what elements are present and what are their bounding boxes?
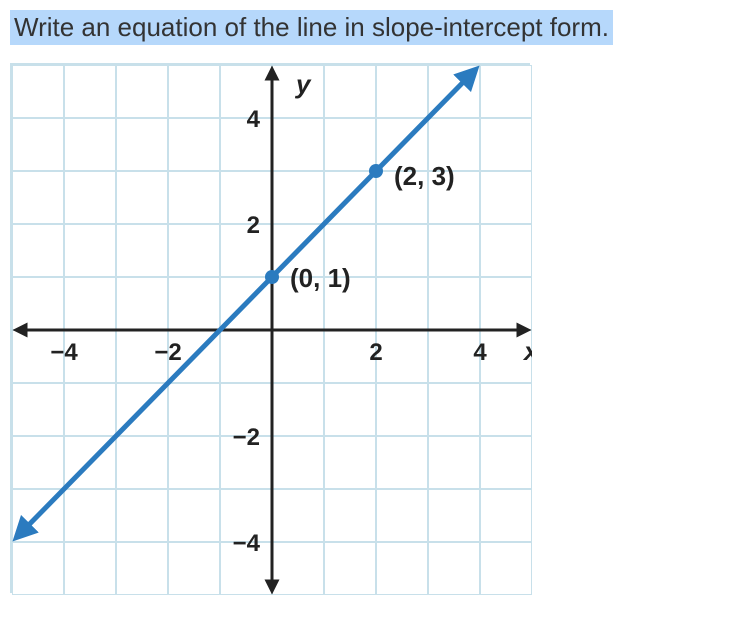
plotted-line [21, 74, 471, 532]
y-tick-label: −2 [233, 424, 260, 451]
coordinate-plane: −4 −2 2 4 −4 −2 2 4 y x (0, 1) (2, 3) [12, 65, 532, 595]
y-tick-label: 2 [247, 212, 260, 239]
question-prompt: Write an equation of the line in slope-i… [10, 10, 613, 45]
point-label: (0, 1) [290, 263, 351, 293]
chart-container: −4 −2 2 4 −4 −2 2 4 y x (0, 1) (2, 3) [10, 63, 530, 593]
x-axis-label: x [522, 336, 532, 366]
y-tick-label: 4 [247, 106, 261, 133]
x-tick-label: −4 [50, 339, 78, 366]
point-label: (2, 3) [394, 161, 455, 191]
x-tick-label: 2 [369, 339, 382, 366]
x-tick-label: −2 [154, 339, 181, 366]
y-axis-label: y [294, 69, 312, 99]
y-tick-label: −4 [233, 530, 261, 557]
data-point [265, 270, 279, 284]
x-tick-label: 4 [473, 339, 487, 366]
prompt-text: Write an equation of the line in slope-i… [14, 12, 609, 42]
data-point [369, 164, 383, 178]
